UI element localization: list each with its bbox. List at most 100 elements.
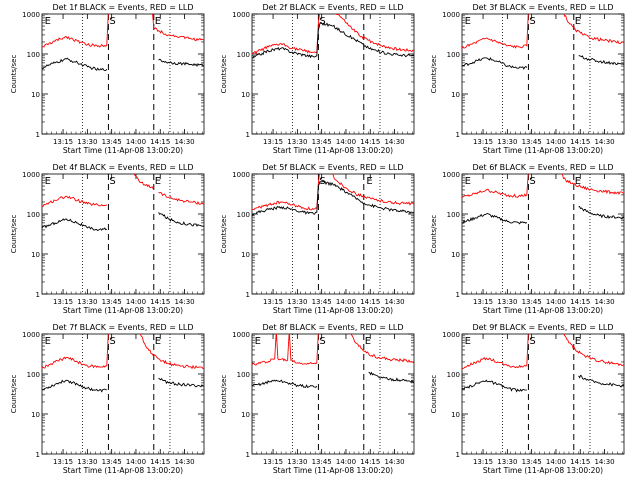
panel-title: Det 1f BLACK = Events, RED = LLD [52, 3, 193, 12]
x-axis-label: Start Time (11-Apr-08 13:00:20) [273, 466, 393, 475]
x-tick-label: 13:30 [77, 458, 97, 466]
series-group [252, 174, 414, 216]
marker-s: S [109, 16, 115, 27]
y-axis-label: Counts/sec [220, 375, 228, 414]
panel-det-9: Det 9f BLACK = Events, RED = LLD 1 10 100 10… [430, 323, 625, 475]
panel-title: Det 2f BLACK = Events, RED = LLD [262, 3, 403, 12]
x-axis-label: Start Time (11-Apr-08 13:00:20) [483, 466, 603, 475]
y-tick-label: 1 [36, 291, 40, 299]
panel-title: Det 9f BLACK = Events, RED = LLD [472, 323, 613, 332]
panel-title: Det 8f BLACK = Events, RED = LLD [262, 323, 403, 332]
plot-frame [251, 13, 415, 135]
plot-frame [251, 173, 415, 295]
x-tick-label: 14:30 [384, 298, 404, 306]
y-tick-label: 100 [237, 211, 250, 219]
x-tick-label: 14:00 [336, 458, 356, 466]
panel-det-6: Det 6f BLACK = Events, RED = LLD 1 10 100 10… [430, 163, 625, 315]
x-tick-label: 14:30 [384, 138, 404, 146]
y-tick-label: 100 [447, 211, 460, 219]
panel-title: Det 3f BLACK = Events, RED = LLD [472, 3, 613, 12]
marker-e: E [575, 16, 581, 27]
x-tick-label: 14:15 [150, 138, 170, 146]
x-tick-label: 14:15 [360, 458, 380, 466]
x-tick-label: 13:45 [522, 458, 542, 466]
x-tick-label: 13:15 [53, 138, 73, 146]
panel-title: Det 6f BLACK = Events, RED = LLD [472, 163, 613, 172]
series-line-events [252, 21, 414, 59]
series-line-lld [462, 334, 624, 369]
y-tick-label: 100 [447, 51, 460, 59]
y-tick-label: 1000 [22, 11, 40, 19]
panel-title: Det 4f BLACK = Events, RED = LLD [52, 163, 193, 172]
panel-det-4: Det 4f BLACK = Events, RED = LLD 1 10 100 10… [10, 163, 205, 315]
x-axis-label: Start Time (11-Apr-08 13:00:20) [273, 146, 393, 155]
x-tick-label: 14:30 [384, 458, 404, 466]
x-tick-label: 14:15 [150, 458, 170, 466]
y-axis-label: Counts/sec [10, 55, 18, 94]
marker-e: E [575, 336, 581, 347]
plot-frame [41, 173, 205, 295]
y-tick-label: 1 [456, 451, 460, 459]
x-tick-label: 14:30 [594, 298, 614, 306]
x-axis-label: Start Time (11-Apr-08 13:00:20) [63, 306, 183, 315]
series-group [42, 334, 204, 393]
series-group [462, 334, 624, 393]
y-tick-label: 100 [237, 51, 250, 59]
x-tick-label: 13:45 [102, 458, 122, 466]
x-tick-label: 13:30 [77, 138, 97, 146]
y-tick-label: 1 [246, 291, 250, 299]
y-tick-label: 10 [241, 91, 250, 99]
series-line-lld [462, 174, 624, 198]
panel-det-3: Det 3f BLACK = Events, RED = LLD 1 10 100 10… [430, 3, 625, 155]
x-tick-label: 14:15 [570, 138, 590, 146]
x-tick-label: 13:15 [53, 298, 73, 306]
x-tick-label: 13:30 [77, 298, 97, 306]
plot-frame [251, 333, 415, 455]
y-tick-label: 10 [31, 251, 40, 259]
marker-s: S [109, 176, 115, 187]
x-tick-label: 14:00 [336, 138, 356, 146]
y-tick-label: 1000 [22, 171, 40, 179]
x-tick-label: 13:30 [497, 138, 517, 146]
series-line-events [462, 55, 624, 70]
x-tick-label: 14:15 [570, 458, 590, 466]
marker-e: E [45, 16, 51, 27]
series-group [42, 14, 204, 72]
y-tick-label: 1000 [232, 171, 250, 179]
marker-e: E [365, 336, 371, 347]
series-line-lld [462, 14, 624, 49]
panel-det-8: Det 8f BLACK = Events, RED = LLD 1 10 100 10… [220, 323, 415, 475]
marker-s: S [319, 16, 325, 27]
y-tick-label: 1 [36, 451, 40, 459]
panel-det-5: Det 5f BLACK = Events, RED = LLD 1 10 100 10… [220, 163, 415, 315]
marker-e: E [45, 176, 51, 187]
series-line-lld [42, 191, 204, 208]
marker-e: E [465, 336, 471, 347]
series-line-lld [133, 174, 155, 190]
x-tick-label: 14:15 [360, 298, 380, 306]
x-tick-label: 13:45 [522, 138, 542, 146]
x-tick-label: 13:15 [473, 138, 493, 146]
x-tick-label: 14:30 [594, 458, 614, 466]
x-tick-label: 13:45 [522, 298, 542, 306]
marker-e: E [255, 336, 261, 347]
x-tick-label: 13:30 [497, 298, 517, 306]
y-tick-label: 1000 [232, 11, 250, 19]
y-tick-label: 1000 [232, 331, 250, 339]
series-line-lld [252, 174, 414, 211]
x-tick-label: 14:30 [174, 458, 194, 466]
y-tick-label: 1 [456, 131, 460, 139]
series-line-lld [252, 334, 414, 366]
y-axis-label: Counts/sec [10, 215, 18, 254]
y-tick-label: 10 [31, 91, 40, 99]
plot-frame [461, 333, 625, 455]
y-tick-label: 1000 [442, 171, 460, 179]
marker-e: E [465, 16, 471, 27]
marker-e: E [155, 16, 161, 27]
y-axis-label: Counts/sec [10, 375, 18, 414]
x-tick-label: 14:00 [546, 138, 566, 146]
marker-s: S [109, 336, 115, 347]
plot-frame [461, 173, 625, 295]
x-tick-label: 13:45 [312, 458, 332, 466]
series-line-lld [42, 334, 204, 370]
